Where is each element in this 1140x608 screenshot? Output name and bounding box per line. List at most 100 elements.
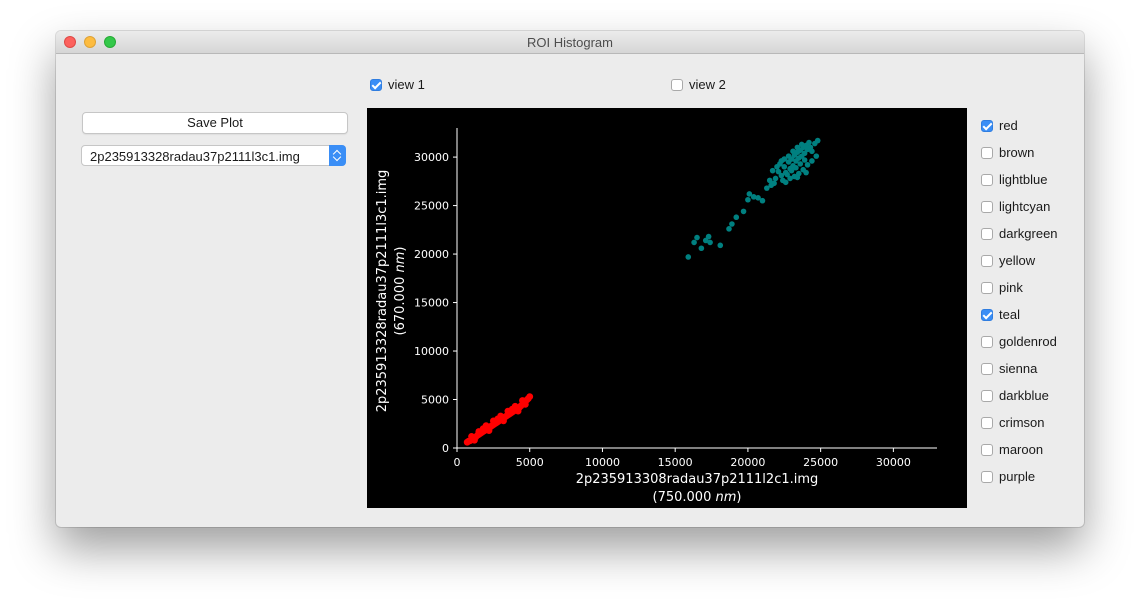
legend-checkbox-lightcyan[interactable] — [981, 200, 993, 213]
y-tick-label: 20000 — [414, 248, 449, 261]
scatter-point — [764, 185, 770, 191]
legend-checkbox-maroon[interactable] — [981, 443, 993, 456]
scatter-plot-svg: 0 5000 10000 15000 20000 25000 30000 0 5000 10000… — [375, 128, 937, 505]
window-title: ROI Histogram — [527, 35, 613, 50]
legend-item-sienna[interactable]: sienna — [981, 361, 1037, 376]
image-select[interactable]: 2p235913328radau37p2111l3c1.img — [81, 145, 346, 166]
scatter-point — [471, 436, 478, 444]
legend-item-darkblue[interactable]: darkblue — [981, 388, 1049, 403]
legend-label-lightblue: lightblue — [999, 172, 1048, 187]
close-window-button[interactable] — [64, 36, 76, 48]
legend-item-lightblue[interactable]: lightblue — [981, 172, 1047, 187]
scatter-point — [778, 158, 785, 164]
scatter-point — [479, 425, 487, 433]
scatter-point — [494, 415, 502, 423]
view-1-checkbox[interactable]: view 1 — [370, 77, 425, 92]
scatter-point — [746, 191, 753, 197]
scatter-point — [797, 161, 804, 167]
scatter-point — [772, 175, 779, 182]
scatter-point — [769, 167, 776, 174]
scatter-point — [794, 144, 801, 151]
legend-checkbox-darkgreen[interactable] — [981, 227, 993, 240]
x-tick-label: 0 — [454, 456, 461, 469]
x-tick-label: 25000 — [803, 456, 838, 469]
legend-label-purple: purple — [999, 469, 1036, 484]
scatter-point — [775, 168, 782, 175]
legend-item-crimson[interactable]: crimson — [981, 415, 1045, 430]
scatter-point — [705, 233, 712, 240]
x-axis-unit: (750.000 nm) — [653, 490, 742, 505]
legend-checkbox-red[interactable] — [981, 119, 993, 132]
scatter-point — [785, 153, 792, 159]
view-1-checkbox-box[interactable] — [370, 78, 382, 91]
minimize-window-button[interactable] — [84, 36, 96, 48]
x-tick-label: 5000 — [516, 456, 544, 469]
scatter-point — [733, 214, 740, 221]
legend-item-lightcyan[interactable]: lightcyan — [981, 199, 1050, 214]
legend-checkbox-teal[interactable] — [981, 308, 993, 321]
scatter-point — [814, 137, 821, 144]
legend-checkbox-pink[interactable] — [981, 281, 993, 294]
scatter-point — [766, 177, 773, 184]
legend-item-pink[interactable]: pink — [981, 280, 1023, 295]
legend-label-goldenrod: goldenrod — [999, 334, 1057, 349]
scatter-point — [774, 163, 780, 170]
scatter-point — [526, 393, 534, 401]
legend-item-teal[interactable]: teal — [981, 307, 1020, 322]
save-plot-button[interactable]: Save Plot — [82, 112, 348, 134]
legend-item-darkgreen[interactable]: darkgreen — [981, 226, 1058, 241]
y-tick-label: 5000 — [421, 394, 449, 407]
scatter-point — [740, 208, 747, 215]
scatter-point — [755, 195, 761, 201]
scatter-point — [781, 163, 788, 170]
legend-item-yellow[interactable]: yellow — [981, 253, 1035, 268]
scatter-point — [794, 174, 801, 181]
chevron-up-down-icon[interactable] — [329, 145, 346, 166]
scatter-point — [750, 194, 757, 200]
view-2-label: view 2 — [689, 77, 726, 92]
legend-checkbox-crimson[interactable] — [981, 416, 993, 429]
legend-checkbox-lightblue[interactable] — [981, 173, 993, 186]
legend-label-pink: pink — [999, 280, 1023, 295]
legend-checkbox-goldenrod[interactable] — [981, 335, 993, 348]
legend-label-yellow: yellow — [999, 253, 1036, 268]
legend-label-darkblue: darkblue — [999, 388, 1049, 403]
legend-item-maroon[interactable]: maroon — [981, 442, 1043, 457]
legend-checkbox-brown[interactable] — [981, 146, 993, 159]
legend-label-red: red — [999, 118, 1018, 133]
scatter-point — [694, 234, 700, 241]
legend-checkbox-darkblue[interactable] — [981, 389, 993, 402]
legend-label-crimson: crimson — [999, 415, 1045, 430]
scatter-point — [514, 407, 522, 415]
scatter-point — [717, 242, 724, 249]
scatter-point — [745, 196, 751, 203]
scatter-point — [803, 169, 809, 176]
legend-label-maroon: maroon — [999, 442, 1044, 457]
legend-checkbox-purple[interactable] — [981, 470, 993, 483]
legend-item-goldenrod[interactable]: goldenrod — [981, 334, 1057, 349]
legend-item-purple[interactable]: purple — [981, 469, 1035, 484]
scatter-point — [809, 148, 815, 155]
scatter-point — [784, 171, 790, 178]
x-tick-label: 15000 — [658, 456, 693, 469]
scatter-point — [801, 150, 808, 157]
scatter-point — [804, 162, 811, 168]
legend-checkbox-yellow[interactable] — [981, 254, 993, 267]
view-2-checkbox[interactable]: view 2 — [671, 77, 726, 92]
view-2-checkbox-box[interactable] — [671, 78, 683, 91]
legend-label-brown: brown — [999, 145, 1035, 160]
scatter-point — [685, 254, 692, 260]
legend-item-red[interactable]: red — [981, 118, 1018, 133]
scatter-point — [801, 157, 808, 163]
image-select-value: 2p235913328radau37p2111l3c1.img — [90, 149, 300, 164]
legend-item-brown[interactable]: brown — [981, 145, 1034, 160]
legend-checkbox-sienna[interactable] — [981, 362, 993, 375]
x-axis-label: 2p235913308radau37p2111l2c1.img — [576, 472, 819, 487]
scatter-point — [771, 180, 777, 187]
view-1-label: view 1 — [388, 77, 425, 92]
scatter-point — [787, 175, 793, 182]
maximize-window-button[interactable] — [104, 36, 116, 48]
scatter-point — [691, 239, 697, 246]
scatter-point — [809, 158, 815, 164]
scatter-point — [806, 139, 812, 146]
